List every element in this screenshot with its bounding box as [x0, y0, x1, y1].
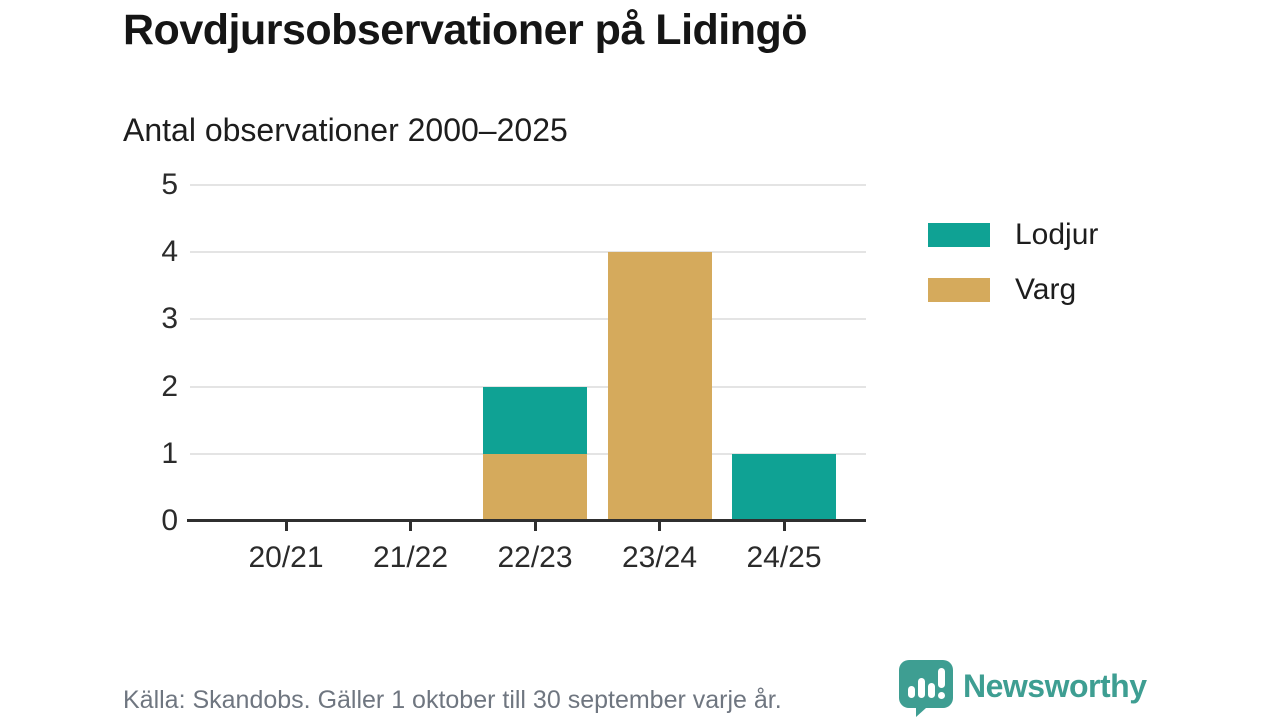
x-axis-tick [658, 522, 661, 531]
x-tick-label: 23/24 [621, 541, 698, 574]
y-tick-label: 4 [161, 235, 178, 269]
bar-segment-lodjur [483, 386, 587, 454]
legend-item-lodjur: Lodjur [928, 218, 1098, 252]
chart-title: Rovdjursobservationer på Lidingö [123, 6, 808, 54]
gridline [190, 251, 866, 254]
x-axis-tick [409, 522, 412, 531]
legend-item-varg: Varg [928, 273, 1098, 307]
x-tick-label: 24/25 [746, 541, 822, 574]
x-tick-label: 22/23 [497, 541, 573, 574]
chart-subtitle: Antal observationer 2000–2025 [123, 112, 568, 148]
legend-label: Lodjur [1015, 218, 1099, 251]
x-axis-line [187, 519, 866, 522]
legend-swatch-lodjur [928, 223, 990, 247]
chart-legend: Lodjur Varg [928, 218, 1098, 328]
newsworthy-logo: Newsworthy [897, 658, 1147, 718]
y-tick-label: 2 [161, 369, 178, 403]
newsworthy-wordmark: Newsworthy [963, 667, 1147, 704]
source-note: Källa: Skandobs. Gäller 1 oktober till 3… [123, 686, 782, 714]
gridline [190, 318, 866, 321]
newsworthy-speech-bubble-icon [899, 660, 953, 717]
x-axis-tick [533, 522, 537, 531]
y-tick-label: 3 [161, 302, 178, 336]
bar-segment-varg [607, 252, 712, 521]
x-tick-label: 20/21 [248, 541, 324, 574]
bar-segment-lodjur [732, 453, 836, 521]
y-tick-label: 1 [161, 436, 178, 470]
y-tick-label: 0 [161, 504, 178, 537]
gridline [190, 184, 866, 186]
x-axis-tick [284, 522, 288, 531]
x-tick-label: 21/22 [372, 541, 449, 574]
y-tick-label: 5 [161, 168, 178, 201]
legend-label: Varg [1015, 273, 1077, 306]
legend-swatch-varg [928, 278, 990, 302]
bar-segment-varg [483, 453, 587, 521]
x-axis-tick [782, 522, 786, 531]
